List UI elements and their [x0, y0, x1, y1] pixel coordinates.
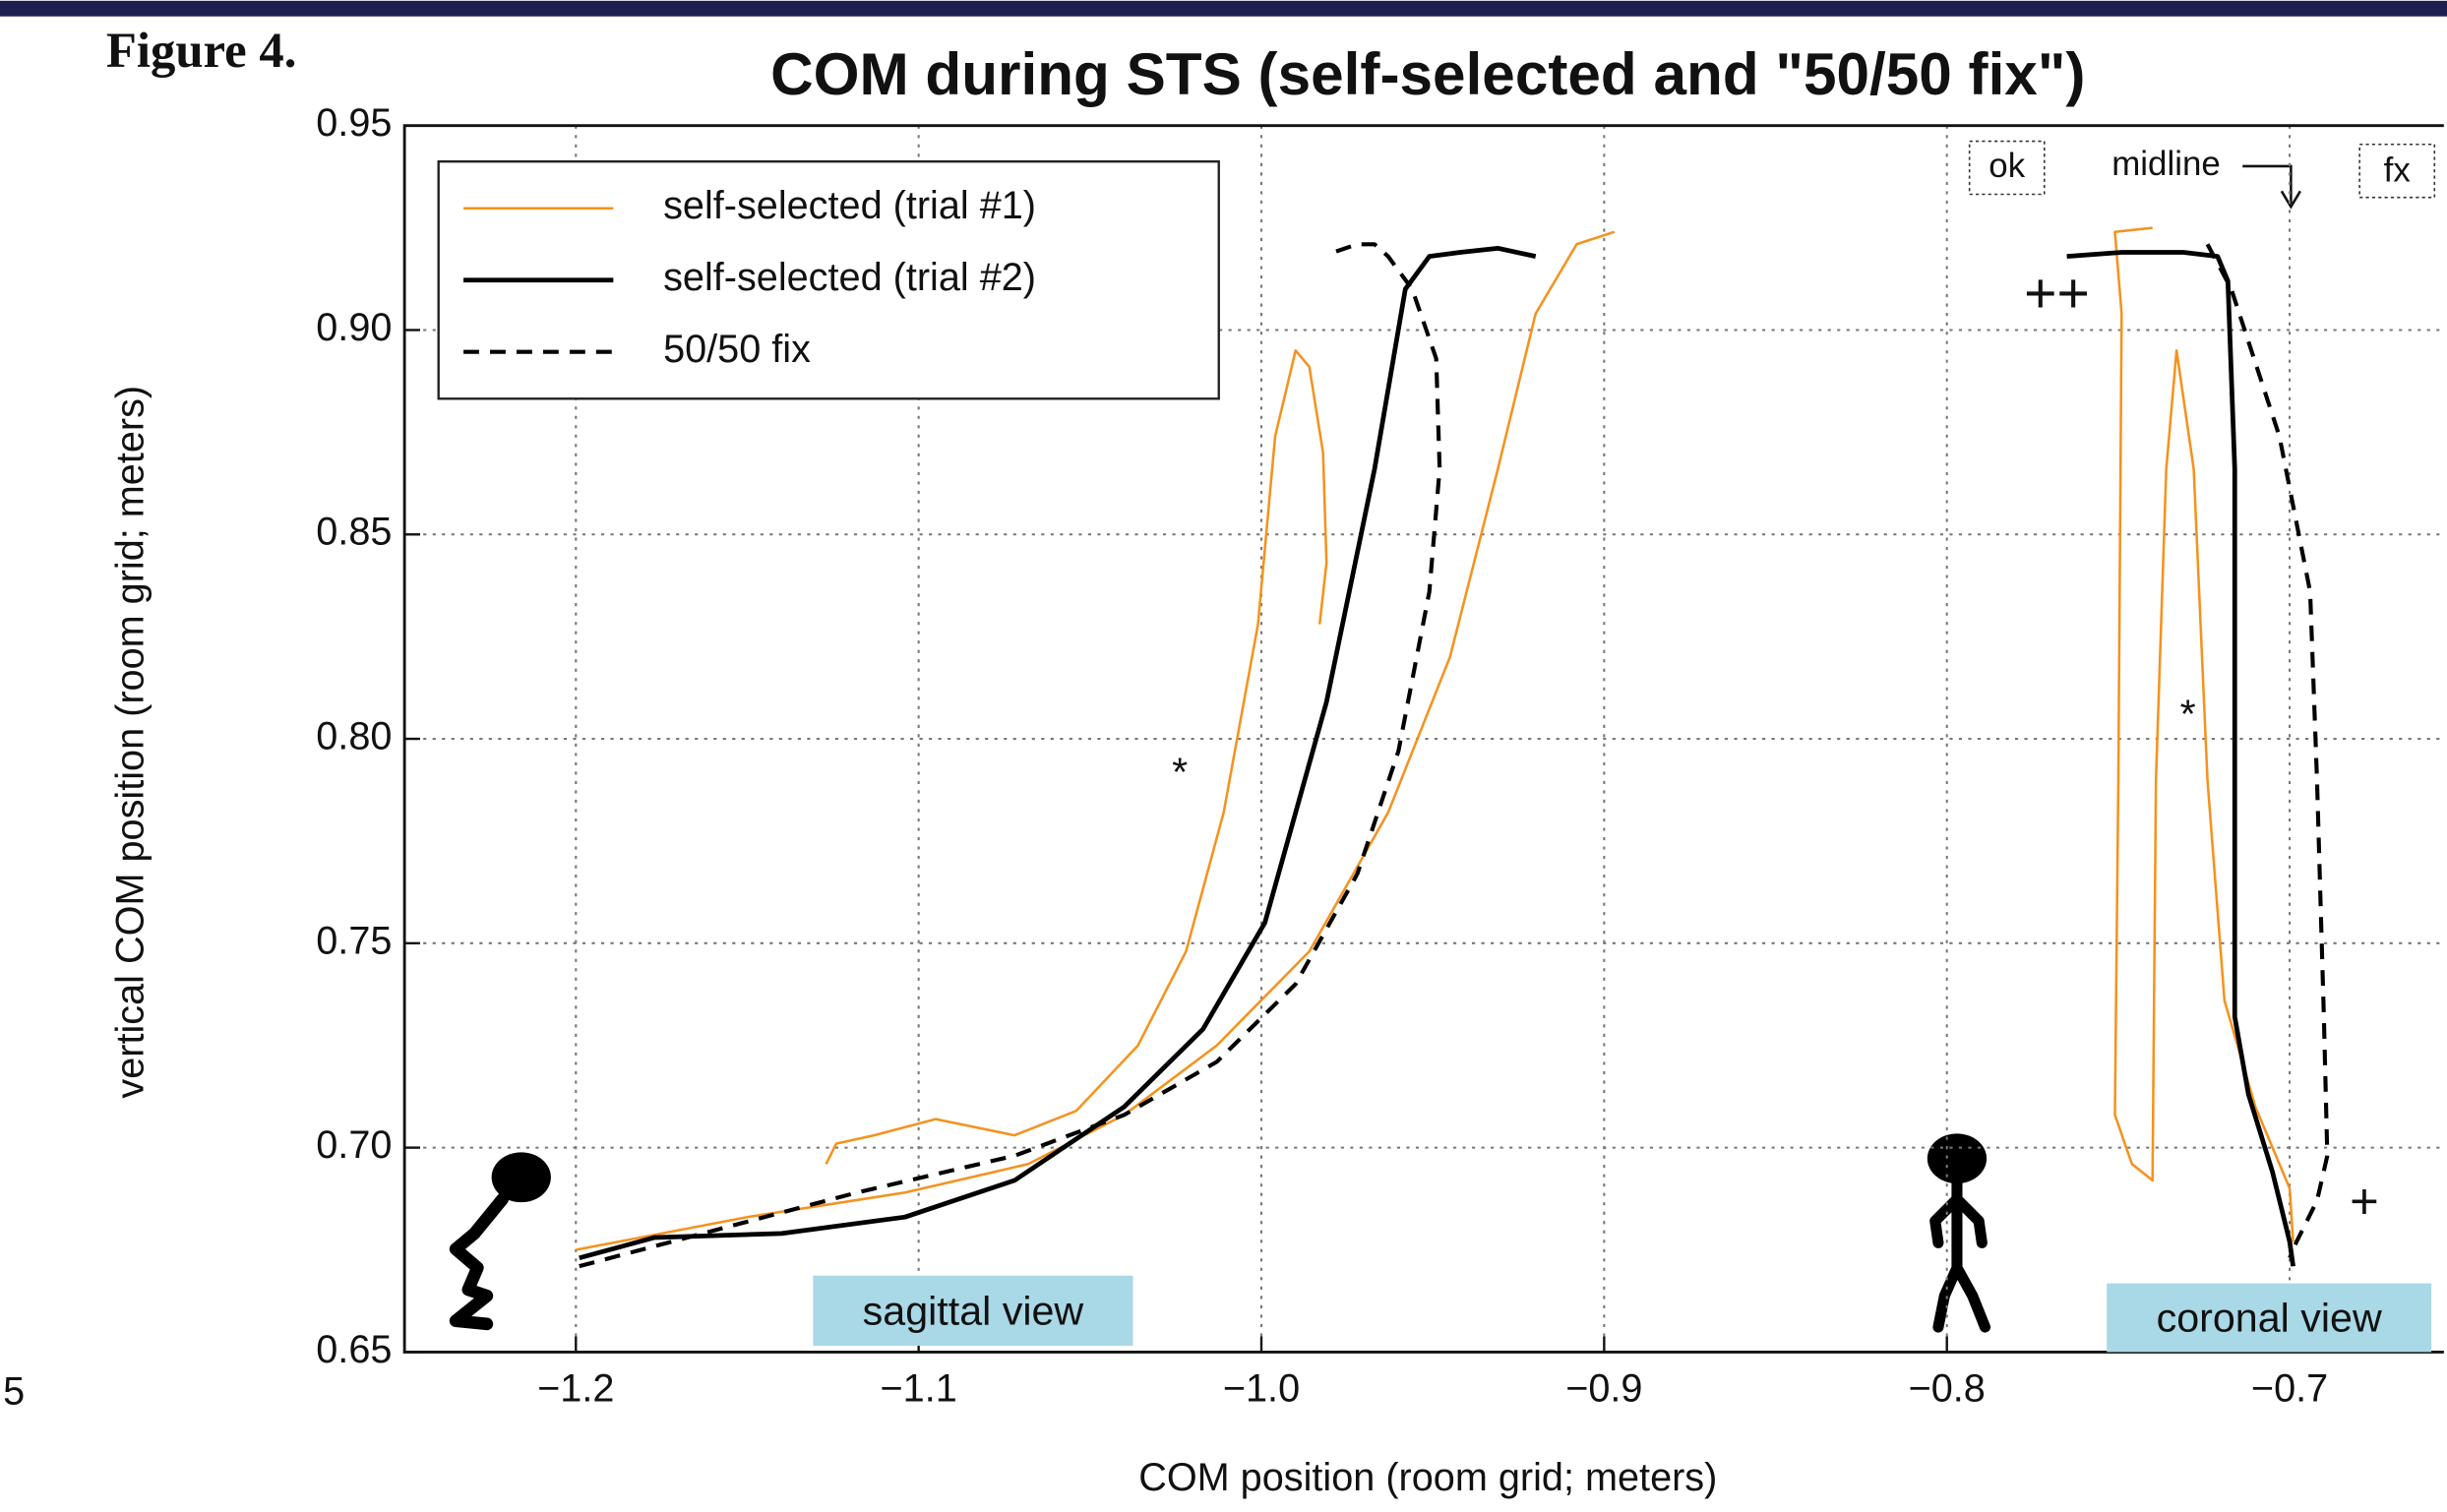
x-tick-label: −0.8 [1909, 1367, 1986, 1411]
annotation: ok [1988, 147, 2025, 185]
chart-title: COM during STS (self-selected and "50/50… [770, 40, 2085, 107]
annotation: ++ [2024, 262, 2090, 325]
top-bar [0, 0, 2447, 17]
view-label: coronal view [2157, 1296, 2382, 1341]
legend-box [437, 160, 1220, 400]
view-label-box [2107, 1283, 2432, 1353]
figure-label: Figure 4. [106, 23, 297, 78]
y-tick-label: 0.80 [316, 715, 392, 758]
view-label: sagittal view [863, 1288, 1084, 1333]
y-tick-label: 0.90 [316, 306, 392, 349]
y-tick-label: 0.75 [316, 919, 392, 962]
annotation: * [1172, 749, 1188, 794]
x-tick-label: −1.1 [881, 1367, 957, 1411]
annotation: fx [2384, 151, 2412, 190]
y-tick-label: 0.70 [316, 1123, 392, 1167]
sitting-figure [449, 1152, 551, 1331]
x-tick-label: −1.2 [537, 1367, 614, 1411]
legend-label: self-selected (trial #2) [663, 256, 1036, 299]
y-axis-label: vertical COM position (room grid; meters… [108, 386, 152, 1099]
x-tick-label: −0.9 [1565, 1367, 1642, 1411]
annotation: * [2180, 692, 2196, 737]
series-line [579, 246, 2295, 1267]
legend-label: 50/50 fix [663, 328, 811, 371]
edge-fragment: 5 [3, 1370, 25, 1414]
midline-arrow [2242, 164, 2301, 210]
annotation: midline [2111, 145, 2220, 183]
x-tick-label: −1.0 [1223, 1367, 1300, 1411]
axes-frame [402, 124, 2444, 1354]
ok-box [1968, 140, 2046, 196]
fx-box [2358, 143, 2436, 199]
x-axis-label: COM position (room grid; meters) [1138, 1456, 1717, 1499]
x-tick-label: −0.7 [2251, 1367, 2328, 1411]
view-label-box [813, 1275, 1133, 1347]
series-line [579, 242, 2330, 1269]
y-tick-label: 0.85 [316, 511, 392, 554]
annotation: + [2350, 1174, 2379, 1230]
standing-figure [1927, 1133, 1991, 1333]
legend-label: self-selected (trial #1) [663, 184, 1036, 227]
y-tick-label: 0.65 [316, 1328, 392, 1371]
y-tick-label: 0.95 [316, 101, 392, 145]
